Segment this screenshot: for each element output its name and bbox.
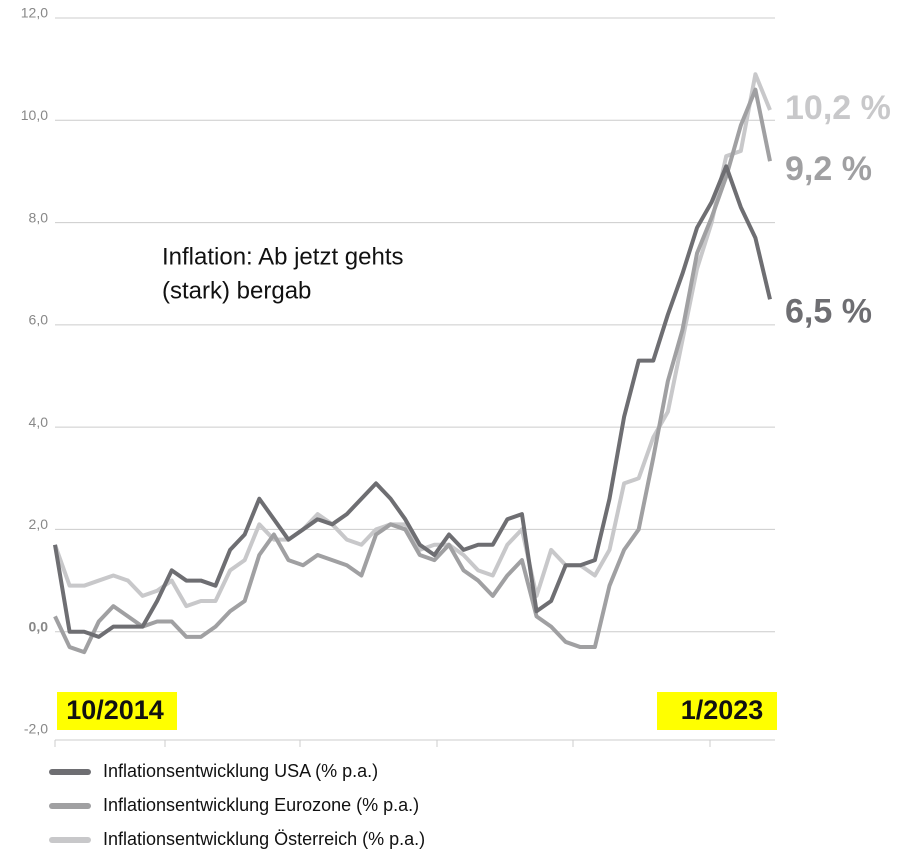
legend-label: Inflationsentwicklung USA (% p.a.) [103, 761, 378, 781]
date-highlight [57, 692, 177, 730]
series-line [53, 72, 772, 609]
legend-label: Inflationsentwicklung Eurozone (% p.a.) [103, 795, 419, 815]
series-line [53, 164, 772, 639]
y-tick-label: 6,0 [29, 312, 49, 328]
series-line [53, 87, 772, 655]
x-tick-label: 10/2014 [66, 695, 164, 725]
end-label: 10,2 % [785, 89, 891, 127]
y-tick-label: 4,0 [29, 414, 49, 430]
x-tick-label: 1/2023 [681, 695, 764, 725]
annotation: Inflation: Ab jetzt gehts [162, 243, 404, 270]
y-tick-label: 0,0 [29, 618, 49, 634]
y-tick-label: -2,0 [24, 721, 48, 737]
end-label: 9,2 % [785, 150, 872, 188]
y-tick-label: 12,0 [21, 5, 48, 21]
legend-label: Inflationsentwicklung Österreich (% p.a.… [103, 829, 425, 849]
y-tick-label: 2,0 [29, 516, 49, 532]
date-highlight [657, 692, 777, 730]
end-label: 6,5 % [785, 292, 872, 330]
annotation: (stark) bergab [162, 277, 311, 304]
y-tick-label: 10,0 [21, 107, 48, 123]
y-tick-label: 8,0 [29, 209, 49, 225]
